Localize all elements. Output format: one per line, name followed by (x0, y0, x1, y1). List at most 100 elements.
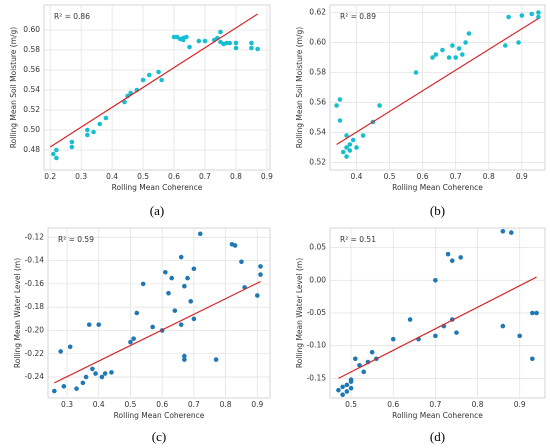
point (239, 259, 244, 265)
point (508, 230, 514, 235)
point (146, 72, 152, 78)
point (446, 55, 452, 60)
point (466, 31, 472, 36)
point (169, 275, 174, 281)
y-axis-label: Rolling Mean Soil Moisture (m/g) (9, 27, 18, 149)
point (184, 34, 189, 40)
point (85, 127, 90, 133)
point (99, 374, 105, 380)
point (506, 14, 511, 20)
point (197, 231, 203, 237)
point (347, 142, 353, 147)
plot-area (43, 4, 271, 171)
point (516, 40, 521, 45)
point (340, 149, 346, 155)
x-tick-label: 0.5 (124, 400, 136, 409)
point (458, 255, 463, 260)
point (80, 380, 86, 386)
y-tick-label: -0.14 (25, 256, 45, 265)
x-tick-label: 0.5 (345, 400, 357, 409)
point (85, 132, 90, 138)
point (69, 139, 75, 145)
x-tick-label: 0.8 (220, 400, 232, 409)
x-tick-label: 0.3 (75, 172, 87, 181)
point (69, 144, 75, 150)
y-tick-label: 0.54 (309, 128, 326, 137)
point (344, 389, 350, 394)
plot-area (47, 227, 271, 399)
point (530, 310, 535, 316)
point (54, 147, 59, 153)
y-tick-label: 0.52 (23, 105, 40, 114)
point (340, 384, 345, 390)
x-tick-label: 0.8 (483, 172, 495, 181)
point (140, 77, 146, 83)
point (67, 344, 73, 350)
point (517, 333, 523, 339)
point (102, 371, 108, 376)
x-tick-label: 0.9 (516, 172, 528, 181)
point (360, 133, 366, 138)
x-tick-label: 0.9 (261, 172, 273, 181)
x-tick-label: 0.6 (156, 400, 168, 409)
point (182, 357, 187, 362)
y-tick-label: 0.48 (23, 145, 40, 154)
point (344, 382, 350, 388)
point (340, 392, 345, 398)
point (233, 45, 239, 51)
point (534, 310, 539, 316)
point (159, 77, 164, 83)
point (227, 40, 233, 46)
y-tick-label: -0.22 (25, 349, 45, 358)
y-tick-label: -0.24 (25, 372, 45, 381)
point (463, 40, 468, 45)
point (213, 357, 219, 362)
x-tick-label: 0.4 (350, 172, 362, 181)
y-tick-label: 0.62 (309, 8, 326, 17)
y-tick-label: 0.56 (23, 65, 40, 74)
point (530, 356, 535, 362)
point (361, 369, 367, 375)
y-tick-label: 0.56 (309, 98, 326, 107)
fit-line (338, 276, 537, 379)
y-tick-label: -0.05 (307, 308, 327, 317)
point (188, 299, 194, 304)
point (433, 333, 438, 339)
caption: (b) (430, 203, 445, 218)
point (344, 154, 349, 159)
point (336, 387, 341, 393)
y-tick-label: 0.05 (309, 243, 326, 252)
point (456, 46, 462, 51)
point (249, 40, 254, 46)
x-axis-label: Rolling Mean Coherence (114, 411, 205, 420)
point (258, 264, 263, 269)
y-tick-label: 0.52 (309, 158, 326, 167)
y-axis-label: Rolling Mean Water Level (m) (295, 258, 304, 368)
point (52, 388, 57, 394)
point (453, 55, 458, 60)
x-tick-label: 0.5 (137, 172, 149, 181)
x-tick-label: 0.4 (93, 400, 105, 409)
point (93, 371, 98, 376)
caption: (d) (430, 429, 445, 444)
point (337, 118, 343, 123)
annotation: R² = 0.51 (340, 235, 376, 244)
point (131, 336, 136, 341)
point (128, 339, 133, 345)
point (440, 47, 445, 53)
point (185, 275, 190, 281)
point (500, 323, 506, 329)
x-axis-label: Rolling Mean Coherence (112, 183, 203, 192)
point (134, 310, 140, 316)
point (103, 115, 109, 121)
plot-area (329, 4, 546, 171)
point (182, 353, 187, 359)
point (519, 13, 525, 18)
point (334, 103, 339, 108)
y-tick-label: 0.54 (23, 85, 40, 94)
point (191, 316, 197, 322)
fit-line (54, 281, 261, 384)
y-tick-label: 0.00 (309, 275, 326, 284)
point (90, 366, 95, 372)
point (347, 148, 353, 153)
